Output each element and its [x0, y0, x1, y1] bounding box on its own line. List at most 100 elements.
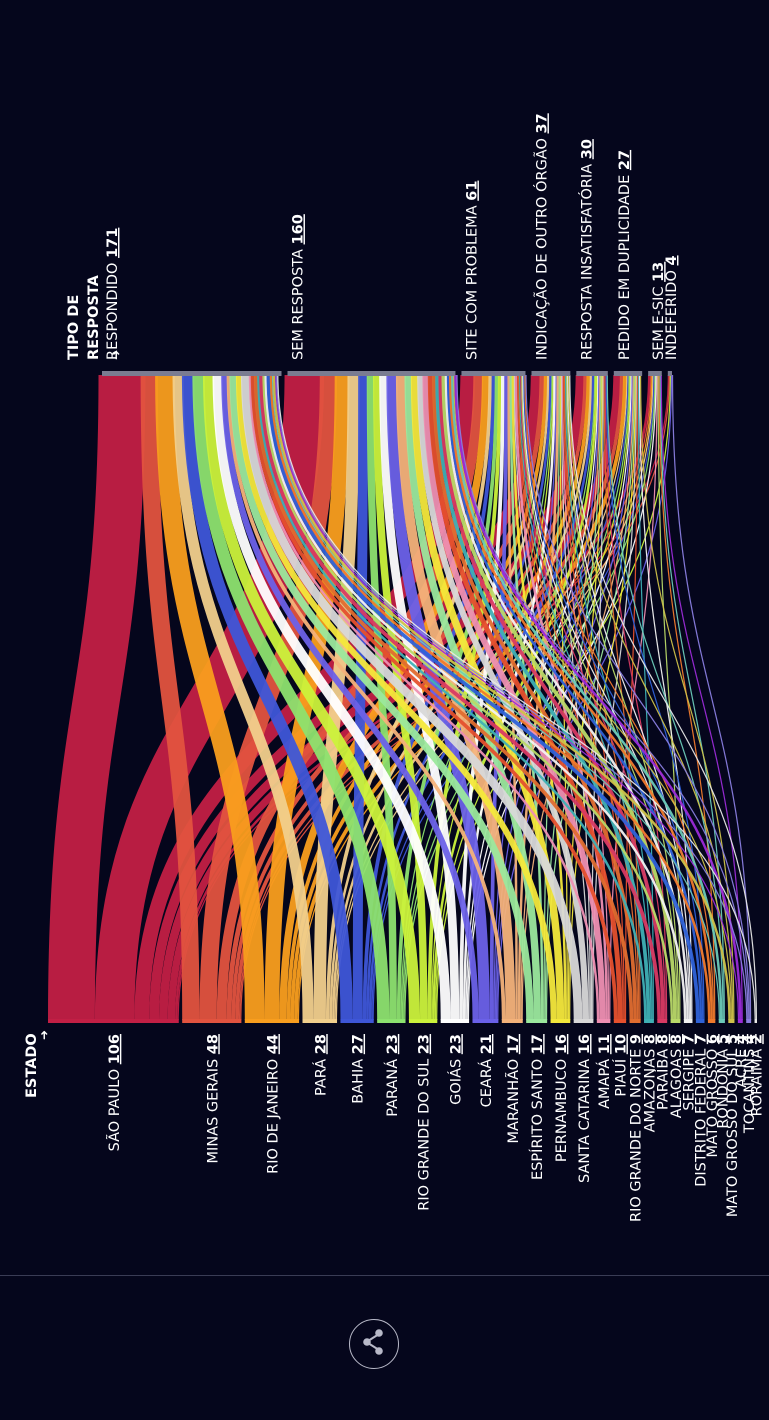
flow-link	[221, 374, 479, 1021]
flow-link	[410, 374, 565, 1021]
source-header: ESTADO	[24, 1033, 40, 1098]
target-bar-respondido	[102, 371, 282, 376]
source-label-rio-grande-do-norte: RIO GRANDE DO NORTE 9	[629, 1034, 645, 1222]
flow-link	[451, 374, 723, 1021]
source-bar-sergipe	[683, 1019, 693, 1023]
flow-link	[240, 374, 583, 1021]
source-label-rondonia: RONDÔNIA 5	[713, 1034, 731, 1129]
source-label-rio-de-janeiro: RIO DE JANEIRO 44	[265, 1034, 281, 1174]
flow-link	[379, 374, 460, 1021]
flow-link	[564, 374, 653, 1021]
target-label-indeferido: INDEFERIDO 4	[664, 255, 680, 360]
source-bar-roraima	[754, 1019, 757, 1023]
target-header-arrow: ➜	[109, 350, 123, 360]
source-label-ceara: CEARÁ 21	[478, 1034, 495, 1107]
source-bar-rio-grande-do-sul	[408, 1019, 438, 1023]
flow-link	[456, 374, 749, 1021]
source-bar-parana	[377, 1019, 406, 1023]
flow-link	[202, 374, 421, 1021]
target-bar-sem-resposta	[287, 371, 456, 376]
source-bar-ceara	[472, 1019, 499, 1023]
source-label-mato-grosso-do-sul: MATO GROSSO DO SUL 5	[725, 1034, 741, 1217]
source-bar-amazonas	[644, 1019, 654, 1023]
flow-link	[454, 374, 742, 1021]
flow-link	[465, 374, 599, 1021]
flow-link	[272, 374, 731, 1021]
target-bar-resposta-insatisfatoria	[576, 371, 608, 376]
share-icon	[359, 1327, 389, 1361]
source-bar-mato-grosso-do-sul	[728, 1019, 735, 1023]
flow-link	[562, 374, 625, 1021]
source-bar-bahia	[340, 1019, 374, 1023]
source-bar-para	[302, 1019, 338, 1023]
sankey-chart: RESPONDIDO 171 SEM RESPOSTA 160 SITE COM P…	[24, 113, 765, 1222]
flow-link	[516, 374, 624, 1021]
flow-link	[448, 374, 713, 1021]
source-label-sergipe: SERGIPE 7	[682, 1034, 698, 1111]
flow-link	[276, 374, 748, 1021]
source-bar-goias	[440, 1019, 470, 1023]
flow-link	[657, 374, 681, 1021]
flow-link	[275, 374, 740, 1021]
flow-link	[431, 374, 554, 1021]
source-label-mato-grosso: MATO GROSSO 6	[705, 1034, 721, 1157]
flow-link	[253, 374, 634, 1021]
target-label-indicacao-de-outro-orgao: INDICAÇÃO DE OUTRO ÓRGÃO 37	[532, 113, 550, 360]
target-header-line: TIPO DE	[66, 295, 82, 360]
flow-link	[155, 374, 265, 1021]
flow-link	[271, 374, 720, 1021]
flow-link	[257, 374, 647, 1021]
source-label-amazonas: AMAZONAS 8	[642, 1034, 658, 1132]
source-label-alagoas: ALAGOAS 8	[669, 1034, 685, 1118]
source-bar-pernambuco	[550, 1019, 571, 1023]
flow-link	[181, 374, 353, 1021]
source-bar-amapa	[596, 1019, 611, 1023]
source-label-parana: PARANÁ 23	[384, 1034, 401, 1117]
target-header-line: RESPOSTA	[86, 274, 102, 360]
source-bar-mato-grosso	[707, 1019, 716, 1023]
source-bar-sao-paulo	[48, 1019, 179, 1023]
flow-link	[404, 374, 541, 1021]
target-label-respondido: RESPONDIDO 171	[105, 228, 121, 360]
flow-link	[522, 374, 691, 1021]
target-label-sem-e-sic: SEM E-SIC 13	[651, 262, 667, 360]
flow-link	[250, 374, 618, 1021]
source-label-maranhao: MARANHÃO 17	[505, 1034, 522, 1143]
source-label-distrito-federal: DISTRITO FEDERAL 7	[694, 1034, 710, 1187]
source-bar-rio-grande-do-norte	[629, 1019, 641, 1023]
flow-link	[525, 374, 750, 1021]
flow-link	[140, 374, 200, 1021]
flow-link	[229, 374, 534, 1021]
source-label-amapa: AMAPÁ 11	[596, 1034, 613, 1109]
flow-link	[259, 374, 662, 1021]
flow-link	[422, 374, 606, 1021]
flow-link	[47, 374, 146, 1021]
source-bar-maranhao	[501, 1019, 523, 1023]
target-bar-sem-e-sic	[648, 371, 662, 376]
source-label-piaui: PIAUÍ 10	[612, 1034, 629, 1097]
flow-link	[489, 374, 508, 1021]
flow-link	[235, 374, 557, 1021]
source-label-sao-paulo: SÃO PAULO 106	[106, 1034, 123, 1151]
source-label-goias: GOIÁS 23	[447, 1034, 464, 1105]
source-label-espirito-santo: ESPÍRITO SANTO 17	[529, 1034, 546, 1180]
source-bar-minas-gerais	[182, 1019, 242, 1023]
flow-link	[606, 374, 724, 1021]
source-bar-piaui	[613, 1019, 627, 1023]
flow-link	[395, 374, 516, 1021]
source-label-paraiba: PARAÍBA 8	[655, 1034, 672, 1110]
target-label-sem-resposta: SEM RESPOSTA 160	[290, 214, 306, 360]
flow-link	[518, 374, 639, 1021]
source-label-minas-gerais: MINAS GERAIS 48	[205, 1034, 221, 1163]
source-bar-acre	[737, 1019, 743, 1023]
source-bar-alagoas	[670, 1019, 681, 1023]
source-label-para: PARÁ 28	[312, 1034, 329, 1096]
share-button[interactable]	[349, 1319, 399, 1369]
flow-link	[277, 374, 756, 1021]
source-label-roraima: RORAIMA 2	[749, 1034, 765, 1116]
source-bar-santa-catarina	[573, 1019, 594, 1023]
source-label-santa-catarina: SANTA CATARINA 16	[577, 1034, 593, 1183]
flow-link	[212, 374, 451, 1021]
flow-link	[569, 374, 757, 1021]
target-bar-indicacao-de-outro-orgao	[531, 371, 571, 376]
